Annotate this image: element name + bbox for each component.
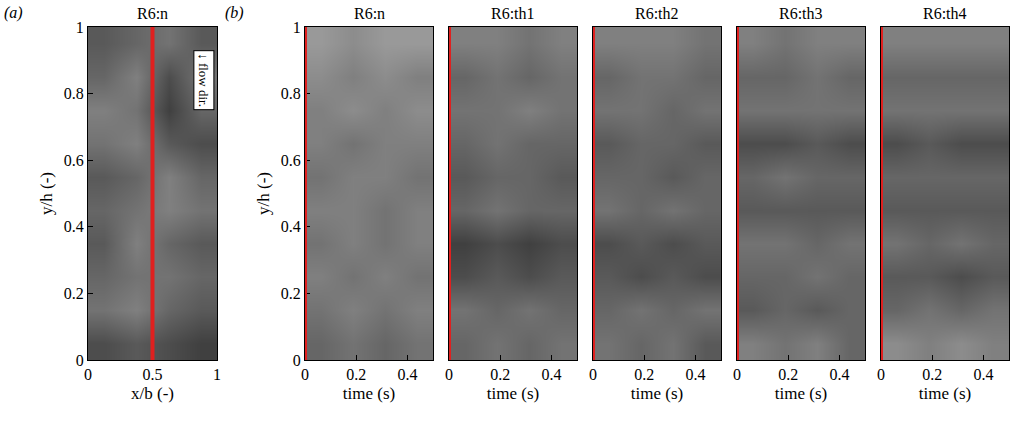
svg-text:0: 0 <box>76 352 84 369</box>
svg-text:0.2: 0.2 <box>346 366 366 383</box>
svg-text:0: 0 <box>589 366 597 383</box>
svg-text:1: 1 <box>213 366 221 383</box>
svg-text:↓ flow dir.: ↓ flow dir. <box>196 53 211 107</box>
svg-text:0.2: 0.2 <box>922 366 942 383</box>
svg-text:time (s): time (s) <box>919 384 971 403</box>
svg-text:0.2: 0.2 <box>778 366 798 383</box>
svg-text:0.4: 0.4 <box>397 366 417 383</box>
svg-text:0.4: 0.4 <box>64 218 84 235</box>
svg-text:(a): (a) <box>4 4 23 22</box>
svg-text:0: 0 <box>301 366 309 383</box>
svg-text:0.8: 0.8 <box>281 85 301 102</box>
svg-text:0: 0 <box>445 366 453 383</box>
svg-text:R6:th3: R6:th3 <box>779 5 823 22</box>
svg-text:time (s): time (s) <box>487 384 539 403</box>
svg-text:0: 0 <box>733 366 741 383</box>
svg-text:0.2: 0.2 <box>634 366 654 383</box>
svg-text:0.6: 0.6 <box>281 152 301 169</box>
svg-text:1: 1 <box>293 19 301 36</box>
svg-text:0.6: 0.6 <box>64 152 84 169</box>
svg-text:time (s): time (s) <box>775 384 827 403</box>
svg-text:y/h (-): y/h (-) <box>254 172 273 215</box>
svg-text:R6:n: R6:n <box>354 5 385 22</box>
svg-text:0.2: 0.2 <box>64 285 84 302</box>
svg-text:x/b (-): x/b (-) <box>131 384 174 403</box>
svg-text:0.4: 0.4 <box>281 218 301 235</box>
svg-text:0.5: 0.5 <box>143 366 163 383</box>
svg-text:0.8: 0.8 <box>64 85 84 102</box>
svg-text:0.2: 0.2 <box>281 285 301 302</box>
svg-text:R6:th4: R6:th4 <box>923 5 967 22</box>
svg-text:y/h (-): y/h (-) <box>37 172 56 215</box>
svg-text:0: 0 <box>877 366 885 383</box>
svg-text:0.4: 0.4 <box>685 366 705 383</box>
svg-text:R6:th1: R6:th1 <box>491 5 535 22</box>
svg-text:0: 0 <box>84 366 92 383</box>
svg-text:1: 1 <box>76 19 84 36</box>
svg-text:0: 0 <box>293 352 301 369</box>
svg-text:0.4: 0.4 <box>973 366 993 383</box>
svg-text:0.4: 0.4 <box>829 366 849 383</box>
svg-text:0.4: 0.4 <box>541 366 561 383</box>
svg-text:R6:th2: R6:th2 <box>635 5 679 22</box>
svg-text:R6:n: R6:n <box>137 5 168 22</box>
svg-text:0.2: 0.2 <box>490 366 510 383</box>
svg-text:time (s): time (s) <box>631 384 683 403</box>
svg-text:time (s): time (s) <box>343 384 395 403</box>
svg-text:(b): (b) <box>225 4 244 22</box>
